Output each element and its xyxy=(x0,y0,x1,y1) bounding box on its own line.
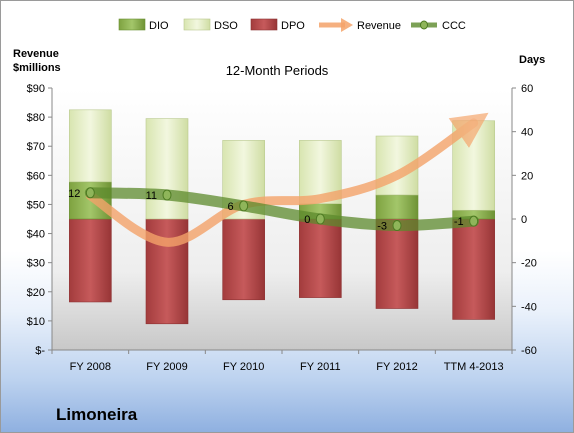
x-tick-label: FY 2011 xyxy=(300,361,341,373)
legend-swatch xyxy=(420,20,428,30)
bar-dso xyxy=(145,118,189,220)
ccc-point xyxy=(162,189,172,201)
legend-swatch xyxy=(250,18,278,31)
ccc-data-label: -1 xyxy=(454,216,464,228)
revenue-series xyxy=(85,112,489,247)
ccc-point xyxy=(315,213,325,225)
bar-dpo xyxy=(222,218,265,301)
revenue-line xyxy=(85,112,489,247)
y-left-tick-label: $40 xyxy=(27,229,45,241)
bar-dpo xyxy=(299,218,342,298)
legend-swatch xyxy=(183,18,211,31)
bar-dio xyxy=(375,194,419,220)
legend-swatch xyxy=(118,18,146,31)
x-tick-label: FY 2009 xyxy=(146,361,187,373)
y-left-tick-label: $50 xyxy=(27,199,45,211)
ccc-point xyxy=(85,187,95,199)
ccc-point xyxy=(239,200,249,212)
bar-dpo xyxy=(452,218,495,320)
legend: DIO DSO DPO Revenue CCC xyxy=(118,18,466,32)
ccc-point xyxy=(392,220,402,232)
legend-label: DIO xyxy=(149,20,169,32)
legend-label: CCC xyxy=(442,20,466,32)
y-left-tick-label: $20 xyxy=(27,287,45,299)
y-right-tick-label: 20 xyxy=(521,170,533,182)
ccc-data-label: 6 xyxy=(228,201,234,213)
y-left-tick-label: $30 xyxy=(27,258,45,270)
y-left-label-line2: $millions xyxy=(13,62,61,74)
y-right-tick-label: -60 xyxy=(521,345,537,357)
y-left-tick-label: $80 xyxy=(27,112,45,124)
ccc-series: 12 11 6 0 -3 -1 xyxy=(68,187,480,233)
ccc-line xyxy=(84,187,480,232)
y-right-tick-label: 40 xyxy=(521,127,533,139)
ccc-data-label: 11 xyxy=(146,190,157,202)
company-name: Limoneira xyxy=(56,405,138,424)
chart-title: 12-Month Periods xyxy=(226,63,329,78)
ccc-point xyxy=(469,215,479,227)
ccc-data-label: 0 xyxy=(304,214,310,226)
y-right-label: Days xyxy=(519,54,545,66)
bar-dpo xyxy=(375,218,419,309)
ccc-data-label: -3 xyxy=(377,221,387,233)
bar-dso xyxy=(69,109,112,183)
legend-label: DPO xyxy=(281,20,305,32)
x-tick-label: FY 2010 xyxy=(223,361,264,373)
legend-label: DSO xyxy=(214,20,238,32)
ccc-data-label: 12 xyxy=(68,188,80,200)
y-left-tick-label: $70 xyxy=(27,141,45,153)
legend-swatch xyxy=(341,18,353,32)
y-left-tick-label: $60 xyxy=(27,170,45,182)
legend-label: Revenue xyxy=(357,20,401,32)
y-left-label-line1: Revenue xyxy=(13,48,59,60)
x-tick-label: FY 2012 xyxy=(376,361,417,373)
bar-dpo xyxy=(69,218,112,303)
y-right-tick-label: -40 xyxy=(521,301,537,313)
y-left-tick-label: $90 xyxy=(27,83,45,95)
x-tick-label: FY 2008 xyxy=(70,361,111,373)
x-tick-label: TTM 4-2013 xyxy=(444,361,504,373)
y-right-tick-label: 60 xyxy=(521,83,533,95)
y-left-tick-label: $10 xyxy=(27,316,45,328)
y-right-tick-label: -20 xyxy=(521,258,537,270)
y-left-tick-label: $- xyxy=(35,345,45,357)
y-right-tick-label: 0 xyxy=(521,214,527,226)
axes: $- $10 $20 $30 $40 $50 $60 $70 $80 $90 -60 -40 -20 0 2… xyxy=(27,83,537,373)
